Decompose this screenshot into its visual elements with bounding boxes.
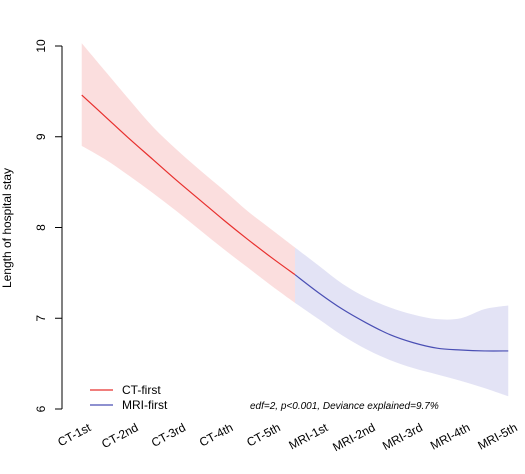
series-lines (81, 94, 509, 352)
x-tick-label: MRI-4th (428, 420, 472, 452)
legend-label: MRI-first (122, 398, 168, 412)
y-axis-title: Length of hospital stay (0, 168, 14, 288)
y-tick-label: 10 (34, 39, 48, 53)
legend-label: CT-first (122, 383, 161, 397)
x-axis: CT-1st CT-2nd CT-3rd CT-4th CT-5th MRI-1st MRI… (55, 420, 519, 454)
x-tick-label: CT-3rd (149, 420, 188, 450)
x-tick-label: CT-5th (244, 420, 282, 449)
y-axis: 6 7 8 9 10 (34, 39, 63, 412)
x-tick-label: MRI-2nd (330, 420, 377, 454)
x-tick-label: CT-4th (197, 420, 235, 449)
y-tick-label: 9 (34, 133, 48, 140)
x-tick-label: MRI-3rd (380, 420, 425, 453)
confidence-bands (81, 43, 509, 397)
confidence-band-0 (81, 43, 295, 303)
x-tick-label: MRI-1st (286, 420, 330, 452)
x-tick-label: CT-1st (55, 420, 93, 449)
y-tick-label: 6 (34, 405, 48, 412)
series-line-1 (294, 274, 509, 352)
y-tick-label: 8 (34, 224, 48, 231)
x-tick-label: MRI-5th (475, 420, 519, 452)
confidence-band-1 (295, 247, 509, 397)
x-tick-label: CT-2nd (99, 420, 140, 451)
series-line-0 (81, 94, 296, 276)
model-annotation: edf=2, p<0.001, Deviance explained=9.7% (250, 401, 439, 412)
y-tick-label: 7 (34, 315, 48, 322)
